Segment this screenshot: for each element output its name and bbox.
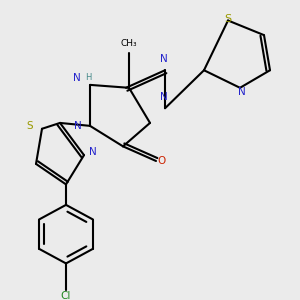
Text: N: N <box>160 92 167 102</box>
Text: S: S <box>27 121 33 131</box>
Text: N: N <box>89 147 97 157</box>
Text: S: S <box>224 14 232 24</box>
Text: O: O <box>158 156 166 166</box>
Text: Cl: Cl <box>61 291 71 300</box>
Text: N: N <box>73 73 80 82</box>
Text: N: N <box>74 121 82 131</box>
Text: H: H <box>85 73 92 82</box>
Text: N: N <box>238 87 245 97</box>
Text: CH₃: CH₃ <box>121 39 137 48</box>
Text: N: N <box>160 53 167 64</box>
